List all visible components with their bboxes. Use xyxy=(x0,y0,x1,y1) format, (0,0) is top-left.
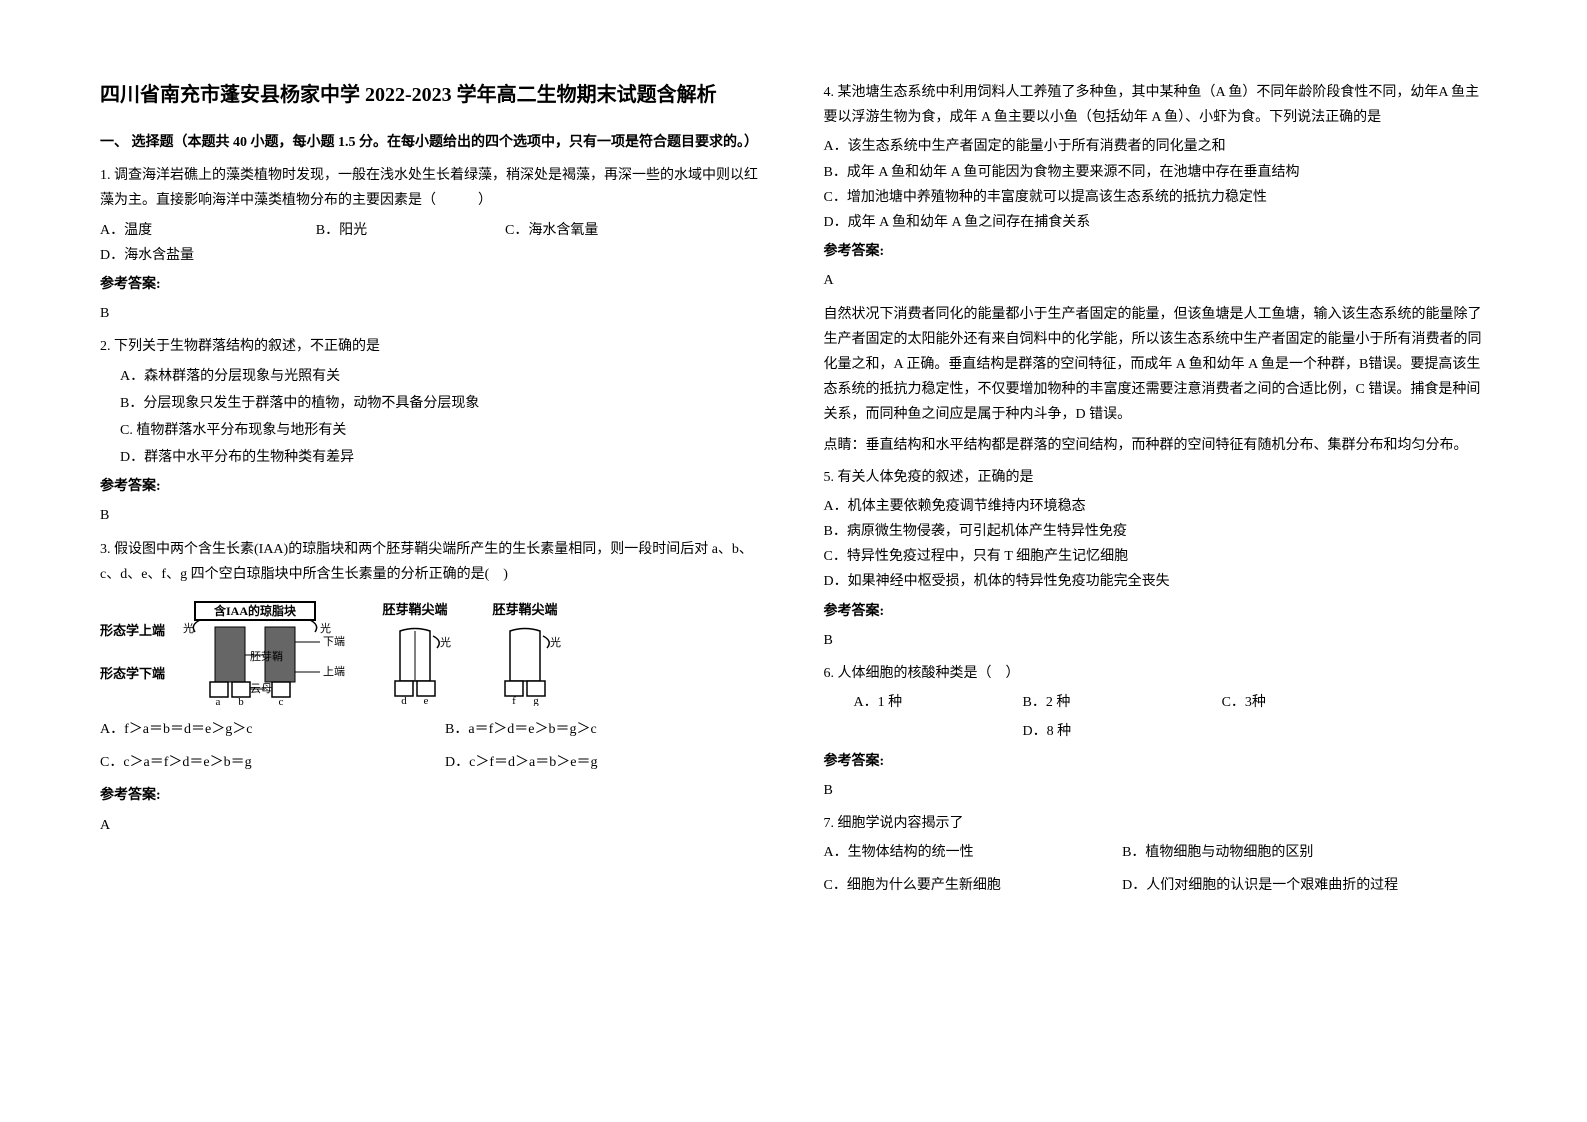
q3-opt-c: C．c＞a＝f＞d＝e＞b＝g xyxy=(100,750,418,775)
svg-text:光: 光 xyxy=(550,635,561,649)
upper-label: 上端 xyxy=(323,665,345,678)
q3-opt-d: D．c＞f＝d＞a＝b＞e＝g xyxy=(445,750,763,775)
q4-opt-c: C．增加池塘中养殖物种的丰富度就可以提高该生态系统的抵抗力稳定性 xyxy=(824,185,1488,210)
section-1-header: 一、 选择题（本题共 40 小题，每小题 1.5 分。在每小题给出的四个选项中，… xyxy=(100,130,764,155)
q4-answer-label: 参考答案: xyxy=(824,239,1488,264)
light-1: 光 xyxy=(183,621,194,635)
q4-opt-d: D．成年 A 鱼和幼年 A 鱼之间存在捕食关系 xyxy=(824,210,1488,235)
q5-answer: B xyxy=(824,628,1488,653)
q6-opt-c: C．3种 xyxy=(1222,690,1421,715)
label-top: 形态学上端 xyxy=(100,619,165,642)
q6-opt-a: A．1 种 xyxy=(824,690,1023,715)
q5-text: 5. 有关人体免疫的叙述，正确的是 xyxy=(824,465,1488,490)
q3-opt-b: B．a＝f＞d＝e＞b＝g＞c xyxy=(445,717,763,742)
q3-opt-a: A．f＞a＝b＝d＝e＞g＞c xyxy=(100,717,418,742)
q1-options: A．温度 B．阳光 C．海水含氧量 D．海水含盐量 xyxy=(100,218,764,268)
q2-answer-label: 参考答案: xyxy=(100,474,764,499)
question-3: 3. 假设图中两个含生长素(IAA)的琼脂块和两个胚芽鞘尖端所产生的生长素量相同… xyxy=(100,537,764,838)
q3-diagram: 形态学上端 形态学下端 含IAA的琼脂块 光 光 下端 胚芽鞘 上端 xyxy=(100,597,764,707)
q7-opts-row1: A．生物体结构的统一性 B．植物细胞与动物细胞的区别 xyxy=(824,840,1488,865)
q1-opt-c: C．海水含氧量 xyxy=(505,218,678,243)
diagram-left-labels: 形态学上端 形态学下端 xyxy=(100,619,165,686)
question-2: 2. 下列关于生物群落结构的叙述，不正确的是 A．森林群落的分层现象与光照有关 … xyxy=(100,334,764,528)
q3-opts-row1: A．f＞a＝b＝d＝e＞g＞c B．a＝f＞d＝e＞b＝g＞c xyxy=(100,717,764,742)
svg-text:d: d xyxy=(401,695,407,706)
q6-text: 6. 人体细胞的核酸种类是（ ） xyxy=(824,661,1488,686)
q5-opt-b: B．病原微生物侵袭，可引起机体产生特异性免疫 xyxy=(824,519,1488,544)
svg-text:c: c xyxy=(279,696,284,707)
q2-opt-a: A．森林群落的分层现象与光照有关 xyxy=(100,364,764,389)
q3-opts-row2: C．c＞a＝f＞d＝e＞b＝g D．c＞f＝d＞a＝b＞e＝g xyxy=(100,750,764,775)
q6-answer-label: 参考答案: xyxy=(824,749,1488,774)
q4-answer: A xyxy=(824,268,1488,293)
diagram-middle: 胚芽鞘尖端 光 d e xyxy=(375,598,455,705)
inner-1: 胚芽鞘 xyxy=(250,649,283,663)
left-column: 四川省南充市蓬安县杨家中学 2022-2023 学年高二生物期末试题含解析 一、… xyxy=(100,80,764,1082)
q7-opt-b: B．植物细胞与动物细胞的区别 xyxy=(1122,840,1487,865)
q4-opt-b: B．成年 A 鱼和幼年 A 鱼可能因为食物主要来源不同，在池塘中存在垂直结构 xyxy=(824,160,1488,185)
diagram-left-block: 形态学上端 形态学下端 含IAA的琼脂块 光 光 下端 胚芽鞘 上端 xyxy=(100,597,345,707)
q5-opt-d: D．如果神经中枢受损，机体的特异性免疫功能完全丧失 xyxy=(824,569,1488,594)
svg-text:e: e xyxy=(424,695,429,706)
q1-opt-a: A．温度 xyxy=(100,218,286,243)
q2-opt-b: B．分层现象只发生于群落中的植物，动物不具备分层现象 xyxy=(100,391,764,416)
right-title: 胚芽鞘尖端 xyxy=(493,598,558,621)
light-2: 光 xyxy=(320,621,331,635)
middle-title: 胚芽鞘尖端 xyxy=(383,598,448,621)
q6-opt-d-prefix xyxy=(824,719,1023,744)
label-bottom: 形态学下端 xyxy=(100,662,165,685)
q2-opt-d: D．群落中水平分布的生物种类有差异 xyxy=(100,445,764,470)
diagram-svg-3: 光 f g xyxy=(485,626,565,706)
q4-explain-1: 自然状况下消费者同化的能量都小于生产者固定的能量，但该鱼塘是人工鱼塘，输入该生态… xyxy=(824,302,1488,428)
box-label-text: 含IAA的琼脂块 xyxy=(214,603,297,618)
q4-opt-a: A．该生态系统中生产者固定的能量小于所有消费者的同化量之和 xyxy=(824,134,1488,159)
q7-opt-d: D．人们对细胞的认识是一个艰难曲折的过程 xyxy=(1122,873,1487,898)
q6-opt-b: B．2 种 xyxy=(1023,690,1222,715)
diagram-right: 胚芽鞘尖端 光 f g xyxy=(485,598,565,705)
svg-text:光: 光 xyxy=(440,635,451,649)
svg-text:b: b xyxy=(238,696,244,707)
q3-answer-label: 参考答案: xyxy=(100,783,764,808)
svg-text:a: a xyxy=(216,696,221,707)
q1-answer-label: 参考答案: xyxy=(100,272,764,297)
q7-text: 7. 细胞学说内容揭示了 xyxy=(824,811,1488,836)
question-6: 6. 人体细胞的核酸种类是（ ） A．1 种 B．2 种 C．3种 D．8 种 … xyxy=(824,661,1488,803)
q6-answer: B xyxy=(824,778,1488,803)
question-7: 7. 细胞学说内容揭示了 A．生物体结构的统一性 B．植物细胞与动物细胞的区别 … xyxy=(824,811,1488,899)
svg-text:g: g xyxy=(533,695,539,706)
q3-text: 3. 假设图中两个含生长素(IAA)的琼脂块和两个胚芽鞘尖端所产生的生长素量相同… xyxy=(100,537,764,587)
q1-text: 1. 调查海洋岩礁上的藻类植物时发现，一般在浅水处生长着绿藻，稍深处是褐藻，再深… xyxy=(100,163,764,213)
q4-explain-2: 点睛：垂直结构和水平结构都是群落的空间结构，而种群的空间特征有随机分布、集群分布… xyxy=(824,433,1488,458)
diagram-svg-2: 光 d e xyxy=(375,626,455,706)
q1-opt-b: B．阳光 xyxy=(316,218,475,243)
q2-text: 2. 下列关于生物群落结构的叙述，不正确的是 xyxy=(100,334,764,359)
question-4: 4. 某池塘生态系统中利用饲料人工养殖了多种鱼，其中某种鱼（A 鱼）不同年龄阶段… xyxy=(824,80,1488,459)
document-title: 四川省南充市蓬安县杨家中学 2022-2023 学年高二生物期末试题含解析 xyxy=(100,80,764,110)
q5-answer-label: 参考答案: xyxy=(824,599,1488,624)
q7-opts-row2: C．细胞为什么要产生新细胞 D．人们对细胞的认识是一个艰难曲折的过程 xyxy=(824,873,1488,898)
q6-opts-row1: A．1 种 B．2 种 C．3种 xyxy=(824,690,1488,715)
q5-opt-a: A．机体主要依赖免疫调节维持内环境稳态 xyxy=(824,494,1488,519)
question-5: 5. 有关人体免疫的叙述，正确的是 A．机体主要依赖免疫调节维持内环境稳态 B．… xyxy=(824,465,1488,653)
q6-opts-row2: D．8 种 xyxy=(824,719,1488,744)
q2-opt-c: C. 植物群落水平分布现象与地形有关 xyxy=(100,418,764,443)
q1-opt-d: D．海水含盐量 xyxy=(100,243,194,268)
q3-answer: A xyxy=(100,813,764,838)
q2-answer: B xyxy=(100,503,764,528)
q6-opt-d: D．8 种 xyxy=(1023,719,1222,744)
svg-text:f: f xyxy=(512,695,516,706)
lower-label: 下端 xyxy=(323,635,345,648)
q1-answer: B xyxy=(100,301,764,326)
diagram-svg-1: 含IAA的琼脂块 光 光 下端 胚芽鞘 上端 a b xyxy=(165,597,345,707)
q5-opt-c: C．特异性免疫过程中，只有 T 细胞产生记忆细胞 xyxy=(824,544,1488,569)
q7-opt-c: C．细胞为什么要产生新细胞 xyxy=(824,873,1089,898)
right-column: 4. 某池塘生态系统中利用饲料人工养殖了多种鱼，其中某种鱼（A 鱼）不同年龄阶段… xyxy=(824,80,1488,1082)
q7-opt-a: A．生物体结构的统一性 xyxy=(824,840,1089,865)
q4-text: 4. 某池塘生态系统中利用饲料人工养殖了多种鱼，其中某种鱼（A 鱼）不同年龄阶段… xyxy=(824,80,1488,130)
question-1: 1. 调查海洋岩礁上的藻类植物时发现，一般在浅水处生长着绿藻，稍深处是褐藻，再深… xyxy=(100,163,764,326)
